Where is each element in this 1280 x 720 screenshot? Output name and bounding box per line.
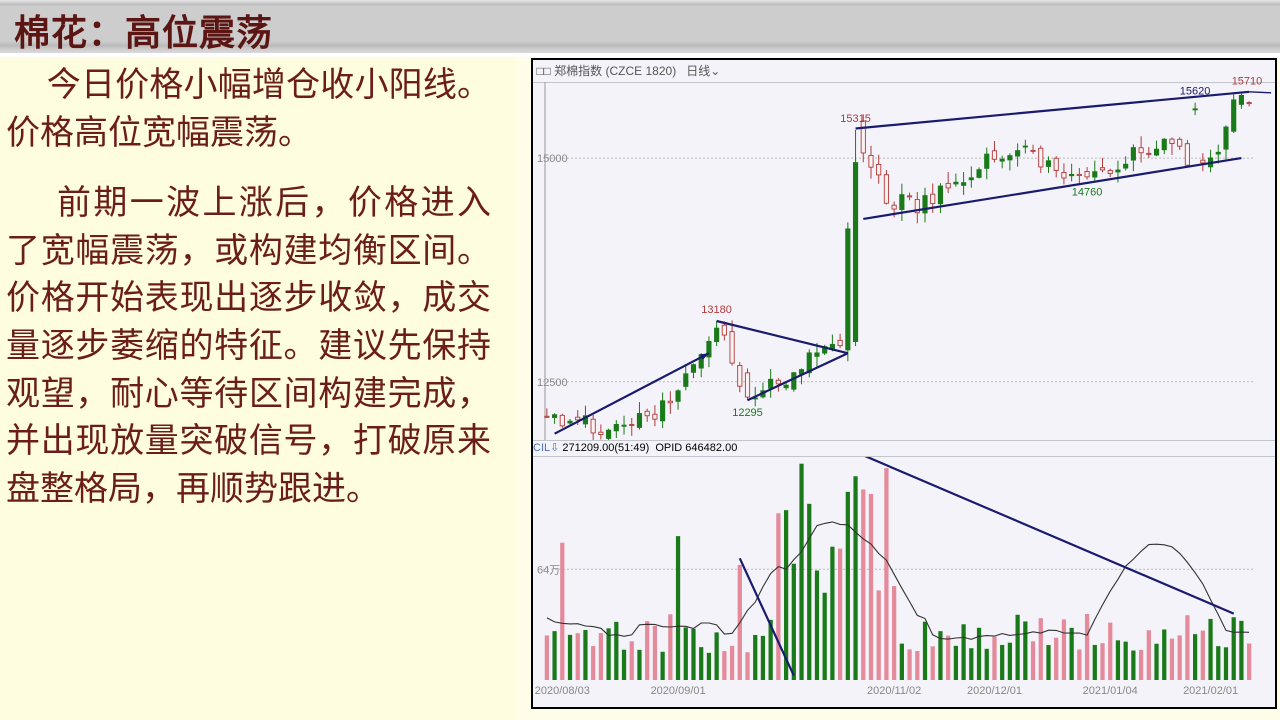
svg-text:12295: 12295 xyxy=(732,407,763,419)
svg-text:15710: 15710 xyxy=(1232,76,1263,88)
svg-text:2020/11/02: 2020/11/02 xyxy=(867,685,921,697)
svg-text:14760: 14760 xyxy=(1072,187,1103,199)
svg-text:15000: 15000 xyxy=(537,153,568,165)
svg-text:64万: 64万 xyxy=(537,564,560,576)
svg-text:2020/08/03: 2020/08/03 xyxy=(535,685,590,697)
svg-text:2020/12/01: 2020/12/01 xyxy=(967,685,1022,697)
svg-text:15620: 15620 xyxy=(1180,86,1211,98)
svg-text:2020/09/01: 2020/09/01 xyxy=(651,685,706,697)
svg-text:12500: 12500 xyxy=(537,377,568,389)
svg-text:2021/01/04: 2021/01/04 xyxy=(1083,685,1138,697)
svg-text:13180: 13180 xyxy=(701,304,732,316)
svg-text:2021/02/01: 2021/02/01 xyxy=(1183,685,1238,697)
svg-text:15315: 15315 xyxy=(840,113,871,125)
